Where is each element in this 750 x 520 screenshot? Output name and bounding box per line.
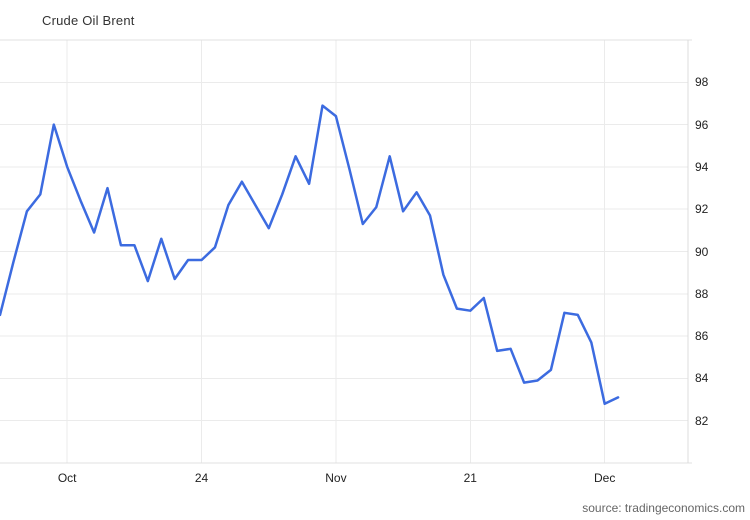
source-credit: source: tradingeconomics.com [582,501,745,515]
x-axis-label: 21 [463,471,477,485]
x-axis-label: Oct [57,471,77,485]
price-line [0,104,620,406]
y-axis-label: 88 [695,286,709,301]
x-axis-label: Nov [325,471,347,485]
x-axis-label: Dec [594,471,616,485]
y-axis-label: 96 [695,117,709,132]
y-axis-label: 86 [695,329,709,344]
y-axis-label: 84 [695,371,709,386]
y-axis-label: 82 [695,413,709,428]
y-axis-label: 94 [695,159,709,174]
y-axis-label: 90 [695,244,709,259]
y-axis-label: 98 [695,75,709,90]
x-axis-label: 24 [194,471,209,485]
chart-title: Crude Oil Brent [42,13,135,28]
y-axis-label: 92 [695,202,709,217]
